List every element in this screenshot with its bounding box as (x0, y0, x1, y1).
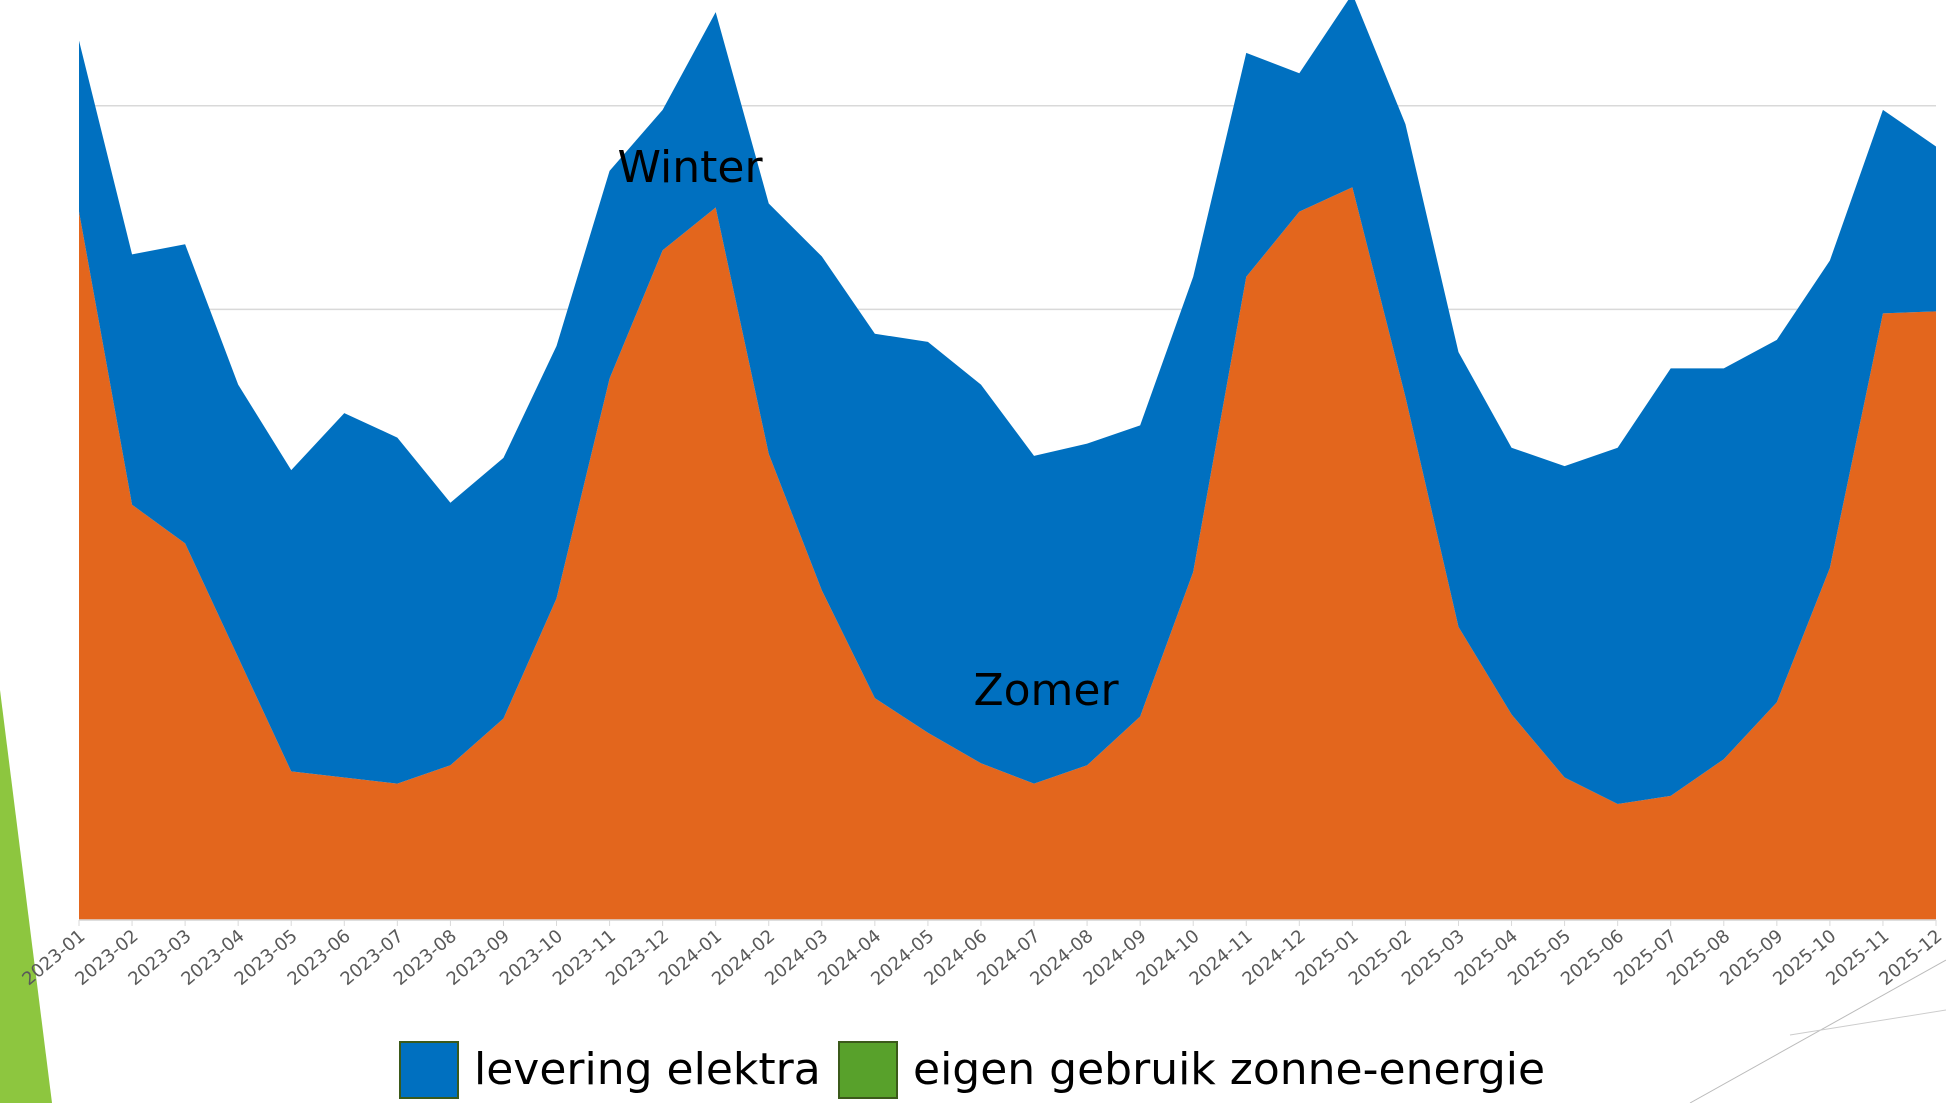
area (79, 187, 1936, 920)
annotation: Winter (617, 142, 763, 193)
legend-swatch (838, 1041, 898, 1099)
area (79, 0, 1936, 804)
decoration (0, 690, 52, 1103)
legend-label: levering elektra (474, 1044, 821, 1095)
legend-label: eigen gebruik zonne-energie (913, 1044, 1545, 1095)
annotation: Zomer (973, 665, 1119, 716)
decoration (1689, 959, 1946, 1103)
decoration (1789, 1009, 1946, 1036)
legend-swatch (399, 1041, 459, 1099)
